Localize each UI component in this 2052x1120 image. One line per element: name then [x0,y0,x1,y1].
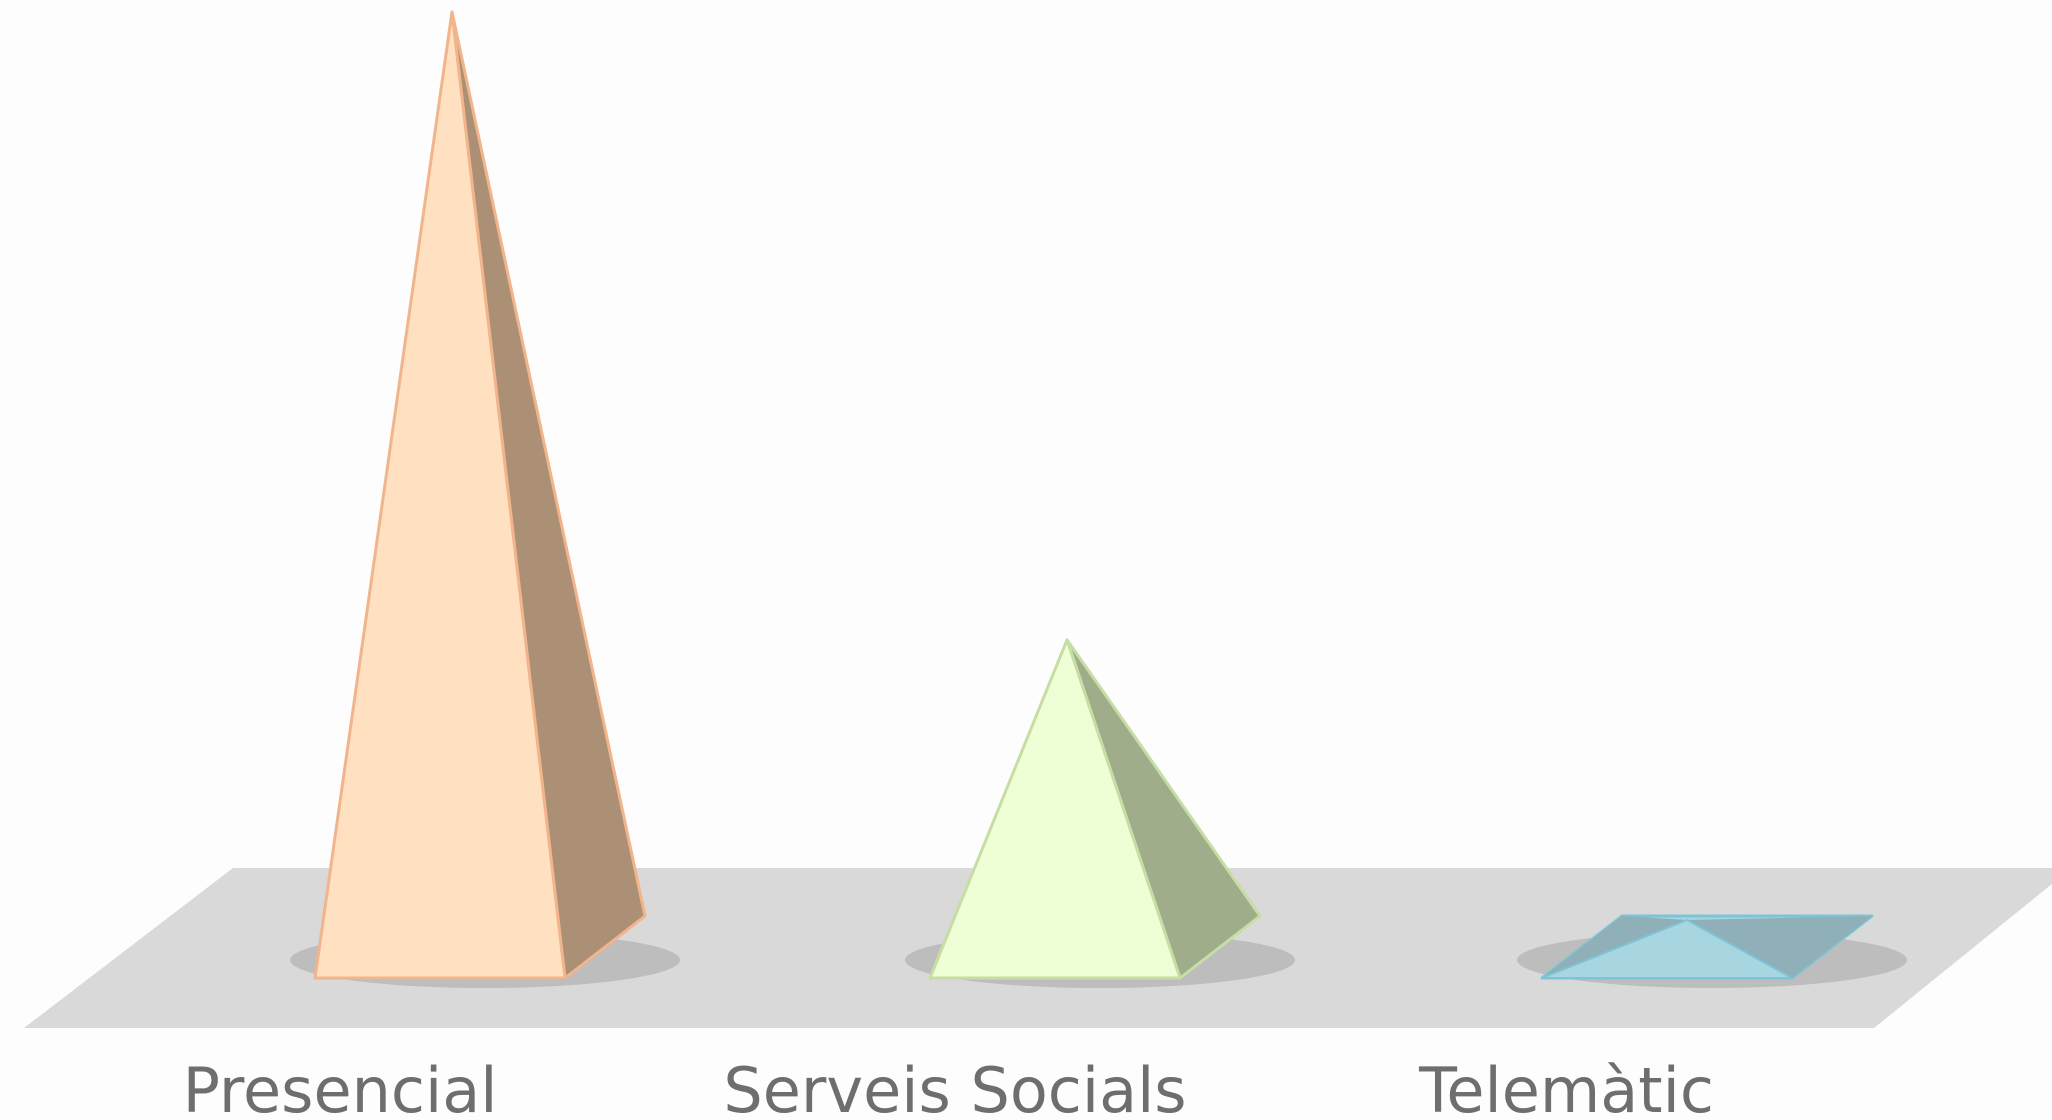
pyramid-bar [313,10,647,980]
category-label: Presencial [183,1054,498,1120]
category-label: Telemàtic [1418,1054,1714,1120]
labels-layer: Presencial Serveis Socials Telemàtic [183,1054,1714,1120]
pyramid-bar [928,638,1262,980]
pyramid-face-front [928,638,1182,980]
pyramid-face-right [1687,916,1872,978]
category-label: Serveis Socials [723,1054,1186,1120]
pyramid-bar [1540,914,1874,980]
pyramid-face-front [313,10,567,980]
bars-layer [313,10,1874,980]
pyramid-face-front [1541,919,1793,979]
